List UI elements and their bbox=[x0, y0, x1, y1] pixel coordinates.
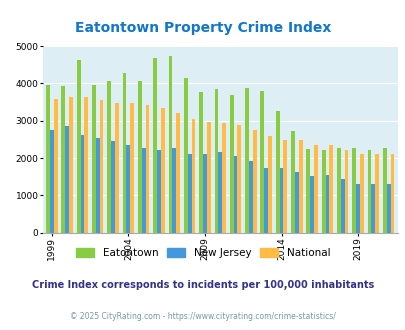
Bar bbox=[275, 111, 279, 233]
Bar bbox=[233, 156, 237, 233]
Bar bbox=[187, 154, 191, 233]
Bar bbox=[325, 175, 328, 233]
Bar bbox=[267, 136, 271, 233]
Bar bbox=[382, 148, 386, 233]
Bar bbox=[145, 105, 149, 233]
Bar bbox=[206, 122, 210, 233]
Bar bbox=[111, 141, 115, 233]
Bar bbox=[222, 123, 226, 233]
Bar bbox=[359, 154, 363, 233]
Bar bbox=[53, 99, 58, 233]
Bar bbox=[202, 154, 206, 233]
Bar bbox=[218, 152, 222, 233]
Bar bbox=[328, 145, 333, 233]
Bar bbox=[306, 149, 309, 233]
Bar bbox=[336, 148, 340, 233]
Bar bbox=[61, 86, 65, 233]
Bar bbox=[65, 126, 69, 233]
Bar bbox=[77, 60, 80, 233]
Bar bbox=[290, 131, 294, 233]
Bar bbox=[168, 56, 172, 233]
Bar bbox=[69, 97, 72, 233]
Bar bbox=[130, 103, 134, 233]
Bar bbox=[99, 100, 103, 233]
Bar bbox=[160, 109, 164, 233]
Text: Crime Index corresponds to incidents per 100,000 inhabitants: Crime Index corresponds to incidents per… bbox=[32, 280, 373, 290]
Bar bbox=[50, 130, 53, 233]
Text: Eatontown Property Crime Index: Eatontown Property Crime Index bbox=[75, 21, 330, 35]
Bar bbox=[309, 176, 313, 233]
Bar bbox=[283, 140, 287, 233]
Bar bbox=[176, 113, 179, 233]
Bar bbox=[80, 135, 84, 233]
Bar bbox=[115, 103, 119, 233]
Bar bbox=[172, 148, 176, 233]
Bar bbox=[313, 145, 317, 233]
Text: © 2025 CityRating.com - https://www.cityrating.com/crime-statistics/: © 2025 CityRating.com - https://www.city… bbox=[70, 312, 335, 321]
Bar bbox=[264, 168, 267, 233]
Bar bbox=[298, 140, 302, 233]
Bar bbox=[294, 172, 298, 233]
Bar bbox=[92, 84, 96, 233]
Bar bbox=[153, 58, 157, 233]
Bar bbox=[260, 90, 264, 233]
Bar bbox=[183, 78, 187, 233]
Bar bbox=[386, 184, 390, 233]
Bar bbox=[367, 150, 371, 233]
Bar bbox=[199, 92, 202, 233]
Bar bbox=[122, 73, 126, 233]
Bar bbox=[237, 124, 241, 233]
Bar bbox=[157, 150, 160, 233]
Bar bbox=[229, 95, 233, 233]
Bar bbox=[352, 148, 355, 233]
Bar bbox=[126, 146, 130, 233]
Bar bbox=[84, 97, 88, 233]
Bar bbox=[141, 148, 145, 233]
Legend: Eatontown, New Jersey, National: Eatontown, New Jersey, National bbox=[75, 248, 330, 258]
Bar bbox=[107, 81, 111, 233]
Bar bbox=[96, 138, 99, 233]
Bar bbox=[214, 89, 218, 233]
Bar bbox=[340, 179, 344, 233]
Bar bbox=[248, 161, 252, 233]
Bar bbox=[191, 119, 195, 233]
Bar bbox=[245, 87, 248, 233]
Bar bbox=[374, 154, 378, 233]
Bar bbox=[46, 84, 50, 233]
Bar bbox=[371, 184, 374, 233]
Bar bbox=[355, 184, 359, 233]
Bar bbox=[390, 154, 394, 233]
Bar bbox=[344, 150, 347, 233]
Bar bbox=[321, 150, 325, 233]
Bar bbox=[252, 130, 256, 233]
Bar bbox=[279, 168, 283, 233]
Bar bbox=[138, 81, 141, 233]
